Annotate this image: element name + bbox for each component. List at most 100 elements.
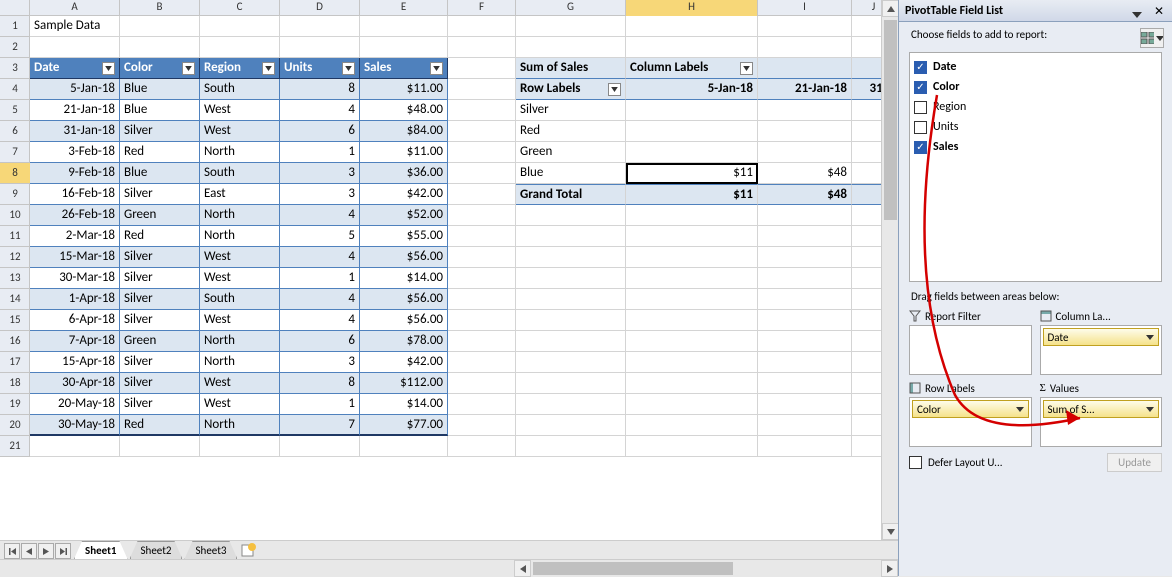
scroll-thumb[interactable] [884, 20, 897, 220]
table-cell[interactable]: Silver [120, 352, 200, 373]
table-cell[interactable]: North [200, 331, 280, 352]
table-cell[interactable]: $56.00 [360, 247, 448, 268]
empty-cell[interactable] [448, 121, 516, 142]
select-all-corner[interactable] [0, 0, 30, 16]
pivot-row-silver[interactable]: Silver [516, 100, 626, 121]
field-checkbox-color[interactable] [914, 81, 927, 94]
area-report-filter[interactable]: Report Filter [909, 307, 1032, 375]
table-cell[interactable]: Silver [120, 310, 200, 331]
scroll-up-button[interactable] [882, 0, 899, 17]
defer-layout-checkbox[interactable] [909, 456, 922, 469]
filter-dropdown-button[interactable] [430, 62, 443, 75]
pivot-grand-total-1[interactable]: $48 [758, 184, 852, 205]
panel-close-button[interactable]: ✕ [1152, 4, 1166, 18]
empty-cell[interactable] [120, 16, 200, 37]
table-cell[interactable]: 30-May-18 [30, 415, 120, 436]
area-values[interactable]: ΣValues Sum of S... [1040, 379, 1163, 447]
table-cell[interactable]: North [200, 226, 280, 247]
table-cell[interactable]: 6 [280, 331, 360, 352]
table-cell[interactable]: 4 [280, 205, 360, 226]
row-header-5[interactable]: 5 [0, 100, 30, 121]
empty-cell[interactable] [516, 310, 626, 331]
table-cell[interactable]: $14.00 [360, 268, 448, 289]
sheet-tab-sheet1[interactable]: Sheet1 [74, 541, 128, 559]
table-cell[interactable]: 3 [280, 163, 360, 184]
empty-cell[interactable] [200, 436, 280, 457]
empty-cell[interactable] [200, 16, 280, 37]
column-header-I[interactable]: I [758, 0, 852, 16]
column-header-B[interactable]: B [120, 0, 200, 16]
empty-cell[interactable] [516, 247, 626, 268]
table-cell[interactable]: 1 [280, 394, 360, 415]
table-cell[interactable]: Red [120, 142, 200, 163]
table-cell[interactable]: 15-Mar-18 [30, 247, 120, 268]
sheet-nav-last[interactable] [55, 543, 71, 559]
table-cell[interactable]: North [200, 415, 280, 436]
row-header-18[interactable]: 18 [0, 373, 30, 394]
table-cell[interactable]: West [200, 121, 280, 142]
filter-dropdown-button[interactable] [740, 62, 753, 75]
empty-cell[interactable] [516, 436, 626, 457]
table-cell[interactable]: $11.00 [360, 142, 448, 163]
table-cell[interactable]: North [200, 352, 280, 373]
empty-cell[interactable] [516, 268, 626, 289]
table-cell[interactable]: Blue [120, 79, 200, 100]
area-pill-sum-of-s---[interactable]: Sum of S... [1043, 400, 1160, 418]
pivot-sum-label[interactable]: Sum of Sales [516, 58, 626, 79]
column-header-C[interactable]: C [200, 0, 280, 16]
table-cell[interactable]: $42.00 [360, 352, 448, 373]
pivot-value[interactable] [758, 121, 852, 142]
empty-cell[interactable] [516, 205, 626, 226]
table-header-region[interactable]: Region [200, 58, 280, 79]
table-cell[interactable]: 3 [280, 184, 360, 205]
table-cell[interactable]: 16-Feb-18 [30, 184, 120, 205]
pivot-value[interactable] [626, 100, 758, 121]
empty-cell[interactable] [758, 394, 852, 415]
field-checkbox-sales[interactable] [914, 141, 927, 154]
empty-cell[interactable] [626, 268, 758, 289]
empty-cell[interactable] [626, 331, 758, 352]
pivot-column-labels[interactable]: Column Labels [626, 58, 758, 79]
empty-cell[interactable] [448, 58, 516, 79]
row-header-7[interactable]: 7 [0, 142, 30, 163]
table-cell[interactable]: Silver [120, 394, 200, 415]
table-cell[interactable]: Blue [120, 163, 200, 184]
empty-cell[interactable] [758, 226, 852, 247]
empty-cell[interactable] [448, 436, 516, 457]
empty-cell[interactable] [758, 37, 852, 58]
field-item-color[interactable]: Color [914, 77, 1157, 97]
empty-cell[interactable] [448, 142, 516, 163]
field-item-units[interactable]: Units [914, 117, 1157, 137]
pivot-row-green[interactable]: Green [516, 142, 626, 163]
pivot-value[interactable]: $48 [758, 163, 852, 184]
empty-cell[interactable] [758, 415, 852, 436]
table-cell[interactable]: Red [120, 415, 200, 436]
filter-dropdown-button[interactable] [102, 62, 115, 75]
empty-cell[interactable] [448, 394, 516, 415]
area-column-labels[interactable]: Column La... Date [1040, 307, 1163, 375]
empty-cell[interactable] [516, 394, 626, 415]
table-cell[interactable]: Silver [120, 268, 200, 289]
table-header-color[interactable]: Color [120, 58, 200, 79]
table-cell[interactable]: West [200, 310, 280, 331]
empty-cell[interactable] [448, 247, 516, 268]
table-cell[interactable]: 21-Jan-18 [30, 100, 120, 121]
empty-cell[interactable] [30, 436, 120, 457]
table-cell[interactable]: $52.00 [360, 205, 448, 226]
title-cell[interactable]: Sample Data [30, 16, 120, 37]
pivot-row-red[interactable]: Red [516, 121, 626, 142]
column-header-F[interactable]: F [448, 0, 516, 16]
empty-cell[interactable] [448, 37, 516, 58]
row-header-11[interactable]: 11 [0, 226, 30, 247]
table-cell[interactable]: 30-Apr-18 [30, 373, 120, 394]
table-cell[interactable]: 5-Jan-18 [30, 79, 120, 100]
filter-dropdown-button[interactable] [608, 83, 621, 96]
empty-cell[interactable] [516, 16, 626, 37]
pivot-row-labels[interactable]: Row Labels [516, 79, 626, 100]
pivot-col-date-1[interactable]: 21-Jan-18 [758, 79, 852, 100]
sheet-nav-first[interactable] [4, 543, 20, 559]
column-header-H[interactable]: H [626, 0, 758, 16]
table-cell[interactable]: 8 [280, 79, 360, 100]
sheet-tab-sheet3[interactable]: Sheet3 [184, 541, 237, 559]
table-cell[interactable]: $48.00 [360, 100, 448, 121]
